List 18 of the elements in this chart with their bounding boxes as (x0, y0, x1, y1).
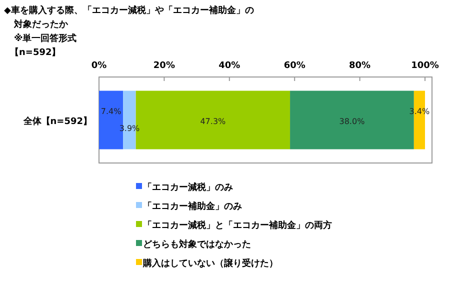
category: 全体【n=592】 (23, 117, 92, 127)
xtick: 60% (284, 61, 306, 71)
subtitle: ※単一回答形式 (14, 34, 77, 44)
legend-label: 購入はしていない（譲り受けた） (143, 259, 278, 269)
legend-label: どちらも対象ではなかった (143, 240, 251, 250)
title: ◆車を購入する際、「エコカー減税」や「エコカー補助金」の対象だったか (4, 6, 254, 30)
value-label: 38.0% (339, 117, 365, 126)
xtick: 100% (411, 61, 439, 71)
xtick: 0% (91, 61, 107, 71)
legend-label: 「エコカー補助金」のみ (143, 202, 242, 212)
legend-label: 「エコカー減税」のみ (143, 183, 233, 193)
xtick: 80% (349, 61, 371, 71)
value-label: 47.3% (200, 117, 226, 126)
value-label: 7.4% (100, 107, 122, 116)
legend-label: 「エコカー減税」と「エコカー補助金」の両方 (143, 221, 332, 231)
annotation: 【n=592】 (10, 48, 61, 58)
xtick: 20% (153, 61, 175, 71)
xtick: 40% (218, 61, 240, 71)
